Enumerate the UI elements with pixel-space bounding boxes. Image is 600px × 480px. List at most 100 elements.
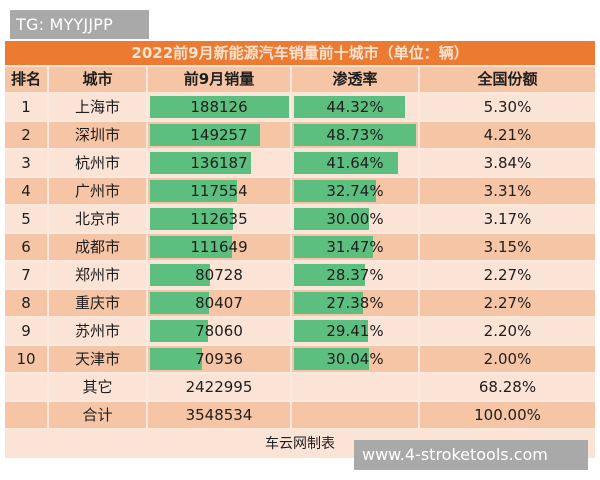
share-cell: 2.27%	[483, 266, 532, 284]
data-bar	[150, 348, 202, 370]
data-bar	[294, 236, 373, 258]
city-cell: 苏州市	[49, 318, 148, 344]
data-bar	[150, 96, 289, 118]
others-penetration	[292, 374, 420, 400]
others-share: 68.28%	[478, 378, 537, 396]
city-cell: 郑州市	[49, 262, 148, 288]
sales-cell-value: 188126	[190, 98, 248, 116]
penetration-cell: 30.04%	[292, 346, 420, 372]
watermark-bottom: www.4-stroketools.com	[354, 440, 588, 470]
penetration-cell: 27.38%	[292, 290, 420, 316]
penetration-cell: 32.74%	[292, 178, 420, 204]
header-rank: 排名	[5, 67, 49, 92]
table-row: 6 成都市 111649 31.47% 3.15%	[5, 234, 595, 262]
city-cell: 天津市	[49, 346, 148, 372]
share-cell: 3.17%	[483, 210, 532, 228]
others-row: 其它 2422995 68.28%	[5, 374, 595, 402]
sales-cell-value: 111649	[190, 238, 248, 256]
data-bar	[150, 124, 260, 146]
table-row: 7 郑州市 80728 28.37% 2.27%	[5, 262, 595, 290]
data-bar	[150, 152, 251, 174]
watermark-top: TG: MYYJJPP	[10, 10, 149, 39]
total-label: 合计	[49, 402, 148, 428]
penetration-cell-value: 41.64%	[326, 154, 384, 172]
rank-cell: 2	[5, 122, 49, 148]
penetration-cell: 41.64%	[292, 150, 420, 176]
share-cell: 3.15%	[483, 238, 532, 256]
sales-cell-value: 78060	[195, 322, 243, 340]
sales-table: 2022前9月新能源汽车销量前十城市（单位：辆） 排名 城市 前9月销量 渗透率…	[5, 41, 595, 458]
data-bar	[294, 348, 369, 370]
total-penetration	[292, 402, 420, 428]
rank-cell: 9	[5, 318, 49, 344]
total-share: 100.00%	[474, 406, 541, 424]
sales-cell-value: 149257	[190, 126, 248, 144]
table-row: 9 苏州市 78060 29.41% 2.20%	[5, 318, 595, 346]
table-row: 4 广州市 117554 32.74% 3.31%	[5, 178, 595, 206]
penetration-cell: 48.73%	[292, 122, 420, 148]
data-bar	[150, 208, 233, 230]
data-bar	[294, 208, 369, 230]
data-bar	[294, 180, 376, 202]
total-row: 合计 3548534 100.00%	[5, 402, 595, 430]
table-row: 8 重庆市 80407 27.38% 2.27%	[5, 290, 595, 318]
penetration-cell-value: 31.47%	[326, 238, 384, 256]
sales-cell: 188126	[148, 94, 292, 120]
others-label: 其它	[49, 374, 148, 400]
header-sales: 前9月销量	[148, 67, 292, 92]
penetration-cell-value: 44.32%	[326, 98, 384, 116]
sales-cell: 149257	[148, 122, 292, 148]
table-row: 2 深圳市 149257 48.73% 4.21%	[5, 122, 595, 150]
penetration-cell-value: 48.73%	[326, 126, 384, 144]
total-rank	[5, 402, 49, 428]
sales-cell-value: 136187	[190, 154, 248, 172]
city-cell: 深圳市	[49, 122, 148, 148]
share-cell: 2.20%	[483, 322, 532, 340]
city-cell: 杭州市	[49, 150, 148, 176]
rank-cell: 4	[5, 178, 49, 204]
sales-cell: 136187	[148, 150, 292, 176]
table-row: 3 杭州市 136187 41.64% 3.84%	[5, 150, 595, 178]
rank-cell: 8	[5, 290, 49, 316]
header-penetration: 渗透率	[292, 67, 420, 92]
sales-cell-value: 112635	[190, 210, 248, 228]
others-sales: 2422995	[148, 374, 292, 400]
data-bar	[294, 292, 363, 314]
data-bar	[150, 292, 209, 314]
sales-cell-value: 80728	[195, 266, 243, 284]
penetration-cell-value: 30.00%	[326, 210, 384, 228]
city-cell: 上海市	[49, 94, 148, 120]
sales-cell-value: 80407	[195, 294, 243, 312]
penetration-cell: 31.47%	[292, 234, 420, 260]
data-bar	[294, 96, 405, 118]
rank-cell: 6	[5, 234, 49, 260]
data-bar	[294, 264, 365, 286]
share-cell: 3.84%	[483, 154, 532, 172]
share-cell: 5.30%	[483, 98, 532, 116]
total-sales: 3548534	[148, 402, 292, 428]
rank-cell: 10	[5, 346, 49, 372]
data-bar	[150, 264, 210, 286]
rank-cell: 7	[5, 262, 49, 288]
share-cell: 2.27%	[483, 294, 532, 312]
rank-cell: 1	[5, 94, 49, 120]
sales-cell: 117554	[148, 178, 292, 204]
penetration-cell-value: 30.04%	[326, 350, 384, 368]
table-row: 10 天津市 70936 30.04% 2.00%	[5, 346, 595, 374]
others-rank	[5, 374, 49, 400]
city-cell: 北京市	[49, 206, 148, 232]
rank-cell: 3	[5, 150, 49, 176]
header-row: 排名 城市 前9月销量 渗透率 全国份额	[5, 67, 595, 94]
penetration-cell-value: 27.38%	[326, 294, 384, 312]
table-title: 2022前9月新能源汽车销量前十城市（单位：辆）	[5, 41, 595, 67]
sales-cell: 80407	[148, 290, 292, 316]
table-row: 5 北京市 112635 30.00% 3.17%	[5, 206, 595, 234]
sales-cell-value: 117554	[190, 182, 248, 200]
penetration-cell-value: 29.41%	[326, 322, 384, 340]
penetration-cell: 30.00%	[292, 206, 420, 232]
sales-cell: 112635	[148, 206, 292, 232]
data-bar	[294, 124, 416, 146]
penetration-cell: 29.41%	[292, 318, 420, 344]
sales-cell: 78060	[148, 318, 292, 344]
penetration-cell: 44.32%	[292, 94, 420, 120]
